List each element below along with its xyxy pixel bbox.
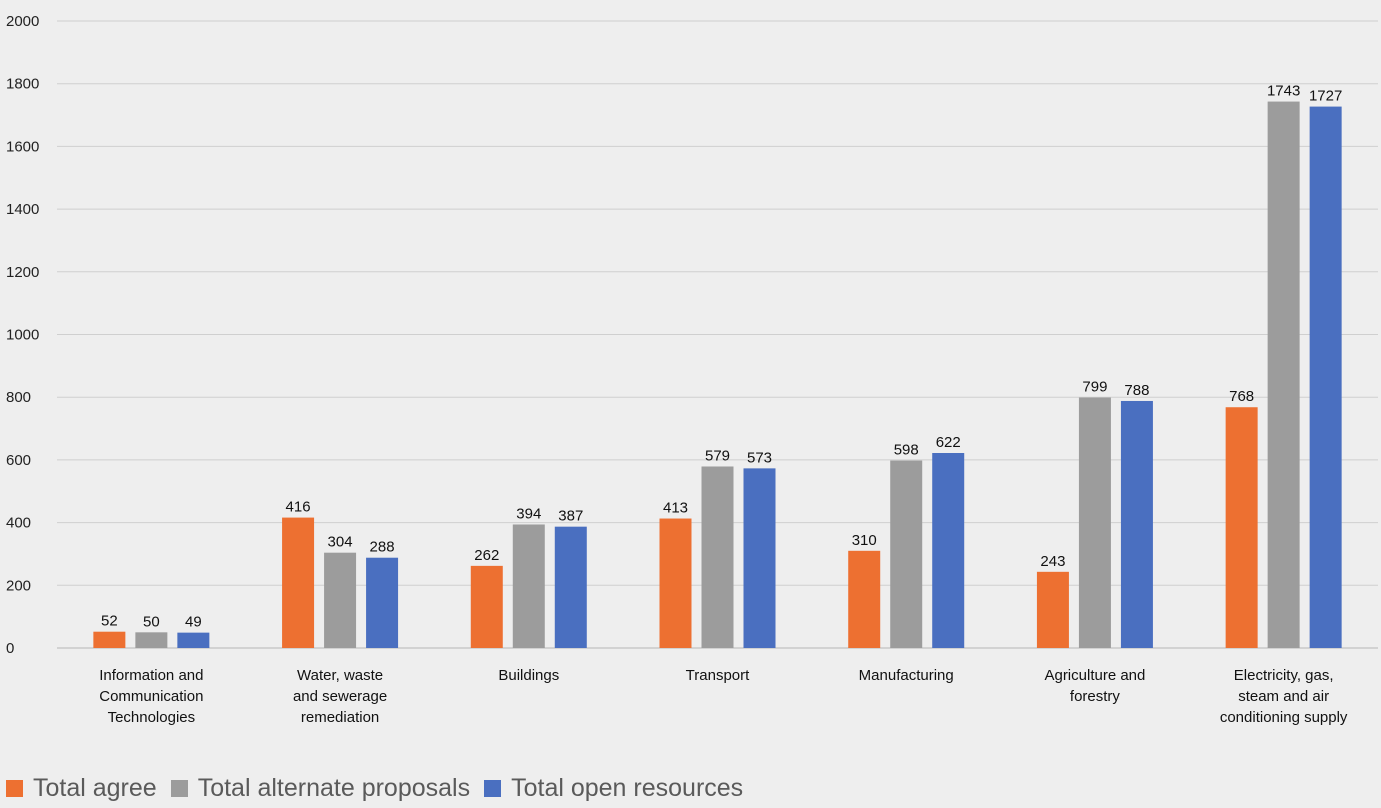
data-label: 288 <box>370 539 395 556</box>
x-tick-label-line: remediation <box>301 709 379 726</box>
y-tick-label: 1000 <box>6 327 39 344</box>
x-tick-label-line: Information and <box>99 667 203 684</box>
bar <box>932 453 965 648</box>
legend: Total agree Total alternate proposals To… <box>6 774 749 803</box>
data-label: 573 <box>747 449 772 466</box>
bar <box>1225 407 1258 648</box>
bar <box>512 524 545 648</box>
x-tick-label: Transport <box>686 667 750 684</box>
x-tick-label-line: and sewerage <box>293 688 387 705</box>
bar <box>366 557 399 648</box>
legend-label-total-open-resources: Total open resources <box>511 774 744 802</box>
data-label: 262 <box>474 547 499 564</box>
x-tick-label-line: conditioning supply <box>1220 709 1348 726</box>
bar <box>282 517 315 648</box>
data-label: 304 <box>328 534 353 551</box>
bar <box>701 466 734 648</box>
x-tick-label-line: Water, waste <box>297 667 383 684</box>
x-tick-label-line: Buildings <box>498 667 559 684</box>
bar <box>1078 397 1111 648</box>
bar <box>659 518 692 648</box>
bar <box>890 460 923 648</box>
y-tick-label: 2000 <box>6 13 39 30</box>
bar <box>743 468 776 648</box>
bar <box>554 526 587 648</box>
data-label: 416 <box>286 499 311 516</box>
data-label: 50 <box>143 613 160 630</box>
x-tick-label-line: Electricity, gas, <box>1234 667 1334 684</box>
data-label: 52 <box>101 613 118 630</box>
data-label: 799 <box>1082 379 1107 396</box>
bar <box>1036 571 1069 648</box>
x-tick-label: Agriculture and forestry <box>1044 667 1145 705</box>
y-tick-label: 1400 <box>6 201 39 218</box>
y-tick-label: 1600 <box>6 138 39 155</box>
legend-item-total-alternate-proposals: Total alternate proposals <box>170 774 471 803</box>
y-tick-label: 1800 <box>6 76 39 93</box>
x-tick-label: Water, waste and sewerage remediation <box>293 667 387 726</box>
y-tick-label: 0 <box>6 640 14 657</box>
y-tick-label: 200 <box>6 577 31 594</box>
bar <box>1309 106 1342 648</box>
legend-item-total-agree: Total agree <box>6 774 157 803</box>
legend-label-total-alternate-proposals: Total alternate proposals <box>197 774 471 802</box>
data-label: 243 <box>1040 553 1065 570</box>
x-tick-label-line: Manufacturing <box>859 667 954 684</box>
legend-label-total-agree: Total agree <box>33 774 157 802</box>
data-label: 1743 <box>1267 83 1300 100</box>
x-tick-label-line: Transport <box>686 667 750 684</box>
data-label: 622 <box>936 434 961 451</box>
bar <box>470 565 503 648</box>
bar <box>177 632 210 648</box>
x-tick-label-line: Communication <box>99 688 203 705</box>
y-tick-label: 1200 <box>6 264 39 281</box>
legend-swatch-total-agree <box>6 780 23 797</box>
x-tick-label: Electricity, gas, steam and air conditioni… <box>1220 667 1348 726</box>
data-label: 413 <box>663 500 688 517</box>
y-tick-label: 400 <box>6 515 31 532</box>
legend-swatch-total-alternate-proposals <box>170 780 188 797</box>
x-tick-label-line: forestry <box>1070 688 1121 705</box>
data-label: 394 <box>516 505 541 522</box>
x-tick-label: Information and Communication Technologies <box>99 667 203 726</box>
data-label: 598 <box>894 442 919 459</box>
x-tick-label: Buildings <box>498 667 559 684</box>
y-tick-label: 600 <box>6 452 31 469</box>
x-tick-label-line: steam and air <box>1238 688 1329 705</box>
data-label: 579 <box>705 447 730 464</box>
bar <box>1267 101 1300 648</box>
legend-swatch-total-open-resources <box>484 780 502 797</box>
bar <box>135 632 168 648</box>
data-label: 387 <box>558 508 583 525</box>
data-label: 1727 <box>1309 88 1342 105</box>
legend-item-total-open-resources: Total open resources <box>484 774 743 803</box>
data-label: 768 <box>1229 388 1254 405</box>
x-tick-label-line: Agriculture and <box>1044 667 1145 684</box>
y-tick-label: 800 <box>6 389 31 406</box>
x-tick-label: Manufacturing <box>859 667 954 684</box>
data-label: 310 <box>852 532 877 549</box>
x-tick-label-line: Technologies <box>108 709 196 726</box>
bar <box>93 631 126 648</box>
bar <box>1120 400 1153 648</box>
bar <box>848 550 881 648</box>
data-label: 49 <box>185 614 202 631</box>
data-label: 788 <box>1124 382 1149 399</box>
bar <box>324 552 357 648</box>
